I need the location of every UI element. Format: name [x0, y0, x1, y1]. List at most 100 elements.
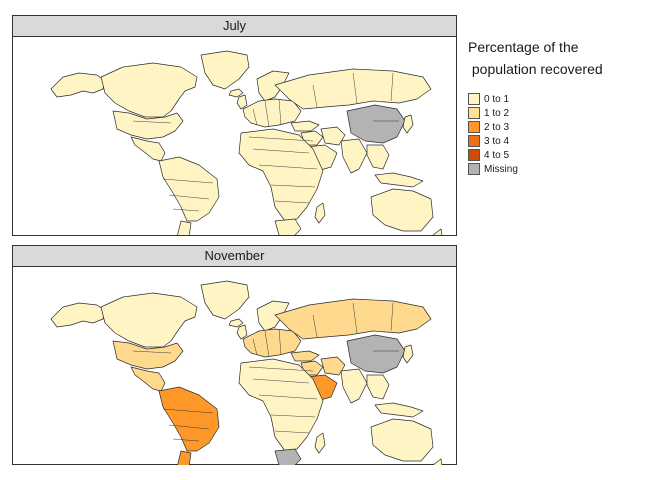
country-border — [278, 328, 282, 356]
legend-label: 3 to 4 — [484, 135, 510, 147]
region-south-africa — [274, 448, 302, 465]
region-africa — [238, 358, 324, 452]
country-border — [352, 302, 358, 334]
legend-label: 2 to 3 — [484, 121, 510, 133]
region-alaska — [50, 72, 106, 98]
region-central-america — [130, 366, 166, 392]
region-russia — [274, 68, 432, 110]
region-scandinavia — [256, 300, 290, 332]
world-map — [13, 37, 456, 235]
country-border — [274, 200, 310, 204]
region-turkey — [290, 350, 320, 362]
world-map-svg — [50, 280, 443, 465]
countries — [50, 280, 443, 465]
country-border — [132, 120, 172, 124]
country-border — [252, 108, 258, 126]
region-india — [340, 368, 368, 404]
region-scandinavia — [256, 70, 290, 102]
country-border — [162, 178, 214, 184]
region-alaska — [50, 302, 106, 328]
region-iceland — [228, 88, 244, 98]
legend-swatch — [468, 135, 480, 147]
country-border — [264, 330, 270, 358]
legend-title-line2: population recovered — [468, 61, 603, 77]
legend-item: 3 to 4 — [468, 134, 668, 148]
region-madagascar — [314, 202, 326, 224]
region-europe — [242, 328, 302, 358]
region-usa — [112, 340, 184, 370]
region-greenland — [200, 50, 250, 90]
legend-items: 0 to 1 1 to 2 2 to 3 3 to 4 4 to 5 Missi… — [468, 92, 668, 176]
region-south-africa — [274, 218, 302, 235]
region-southeast-asia — [366, 374, 390, 400]
legend-title-line1: Percentage of the — [468, 39, 579, 55]
countries — [50, 50, 443, 235]
region-australia — [370, 188, 434, 232]
region-usa — [112, 110, 184, 140]
country-border — [270, 184, 316, 188]
region-patagonia — [177, 450, 192, 465]
map-panel-november: November — [12, 245, 457, 465]
legend-item: 0 to 1 — [468, 92, 668, 106]
region-europe — [242, 98, 302, 128]
region-china — [346, 334, 406, 374]
legend-swatch — [468, 163, 480, 175]
legend-item: 4 to 5 — [468, 148, 668, 162]
region-africa — [238, 128, 324, 222]
world-map-svg — [50, 50, 443, 235]
region-central-america — [130, 136, 166, 162]
region-southeast-asia — [366, 144, 390, 170]
country-border — [162, 408, 214, 414]
region-north-america — [100, 62, 198, 118]
country-border — [252, 338, 258, 356]
country-border — [312, 314, 318, 338]
country-border — [252, 148, 310, 154]
region-greenland — [200, 280, 250, 320]
region-patagonia — [177, 220, 192, 235]
legend-label: 4 to 5 — [484, 149, 510, 161]
panel-title: November — [13, 246, 456, 267]
country-border — [312, 84, 318, 108]
country-border — [172, 208, 200, 212]
region-iceland — [228, 318, 244, 328]
region-uk — [236, 324, 248, 340]
legend-swatch — [468, 149, 480, 161]
legend-label: Missing — [484, 163, 518, 175]
region-madagascar — [314, 432, 326, 454]
country-border — [258, 164, 318, 170]
country-border — [252, 378, 310, 384]
region-south-america — [158, 156, 220, 222]
legend-item: 1 to 2 — [468, 106, 668, 120]
region-russia — [274, 298, 432, 340]
region-japan — [402, 344, 414, 364]
region-uk — [236, 94, 248, 110]
region-australia — [370, 418, 434, 462]
country-border — [248, 136, 314, 142]
legend-label: 1 to 2 — [484, 107, 510, 119]
country-border — [278, 98, 282, 126]
region-iran — [320, 356, 346, 376]
map-panel-july: July — [12, 15, 457, 236]
legend-item: 2 to 3 — [468, 120, 668, 134]
legend-item: Missing — [468, 162, 668, 176]
region-new-zealand — [432, 458, 443, 465]
country-border — [258, 394, 318, 400]
country-border — [264, 100, 270, 128]
region-new-zealand — [432, 228, 443, 235]
country-border — [168, 424, 210, 430]
panel-title: July — [13, 16, 456, 37]
country-border — [270, 414, 316, 418]
region-south-america — [158, 386, 220, 452]
region-turkey — [290, 120, 320, 132]
country-border — [132, 350, 172, 354]
world-map — [13, 267, 456, 465]
region-indonesia — [374, 172, 424, 188]
region-iran — [320, 126, 346, 146]
region-india — [340, 138, 368, 174]
region-north-america — [100, 292, 198, 348]
country-border — [274, 430, 310, 434]
legend-swatch — [468, 93, 480, 105]
legend-title: Percentage of the population recovered — [468, 36, 668, 80]
region-china — [346, 104, 406, 144]
region-japan — [402, 114, 414, 134]
